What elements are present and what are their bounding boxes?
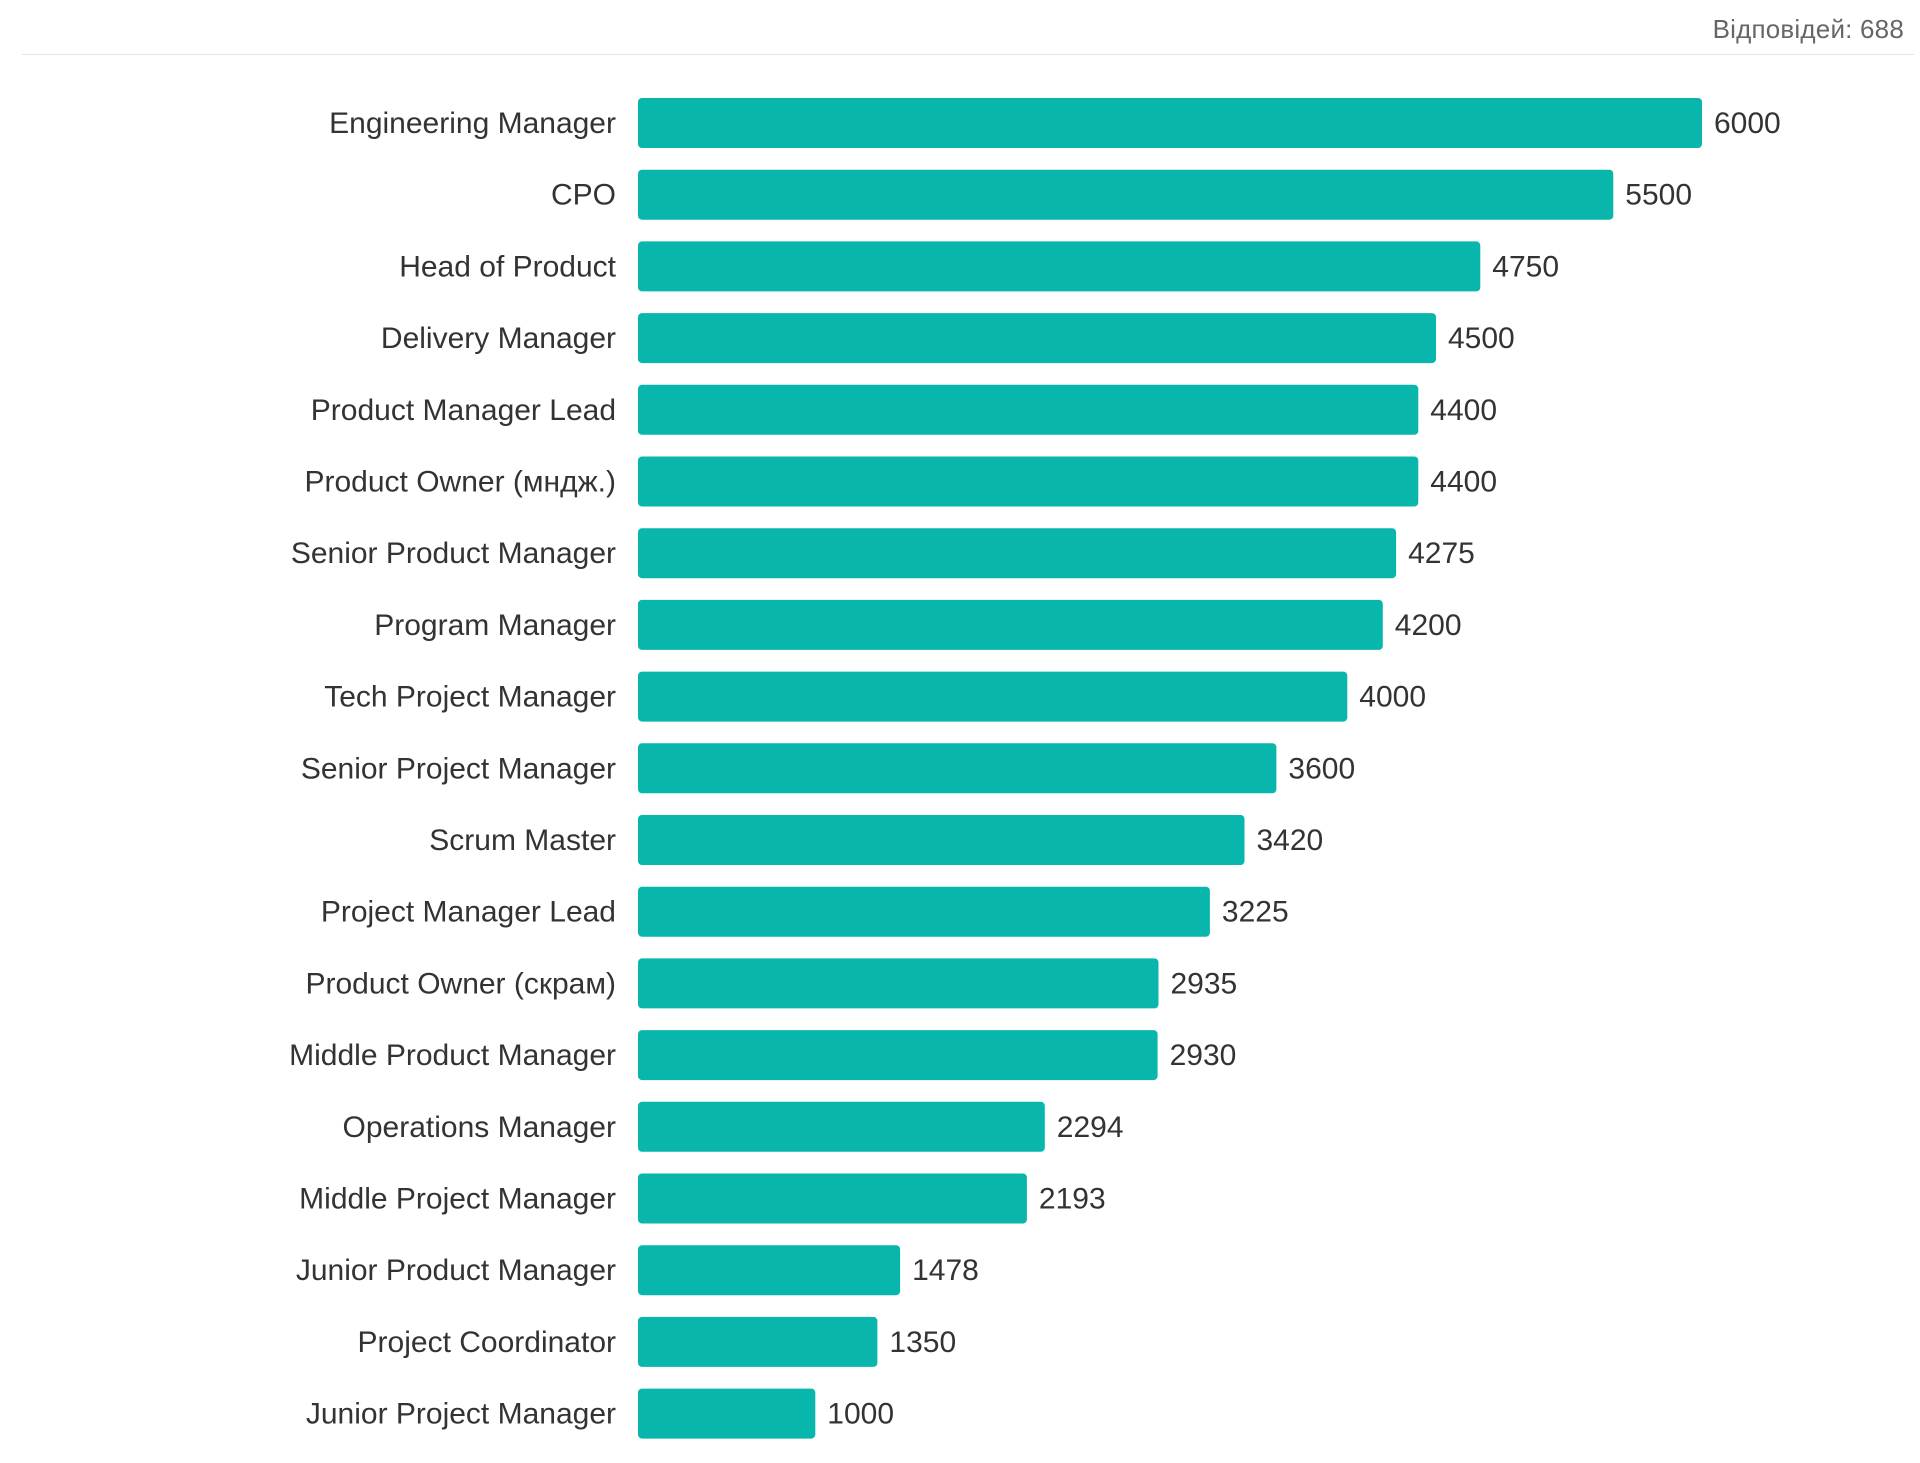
bar (638, 1388, 816, 1439)
value-label: 4400 (1430, 394, 1497, 427)
value-label: 4500 (1448, 322, 1515, 355)
value-label: 2294 (1057, 1111, 1124, 1144)
category-label: Project Coordinator (358, 1326, 616, 1359)
category-label: Middle Project Manager (299, 1183, 616, 1216)
responses-count: Відповідей: 688 (1712, 14, 1904, 44)
value-label: 4200 (1395, 609, 1462, 642)
category-label: Operations Manager (343, 1111, 617, 1144)
category-label: Junior Project Manager (306, 1398, 616, 1431)
bar (638, 886, 1210, 937)
bar (638, 1030, 1158, 1081)
bar (638, 671, 1348, 722)
bar (638, 815, 1245, 865)
value-label: 6000 (1714, 107, 1781, 140)
category-label: Head of Product (399, 250, 616, 283)
bar (638, 241, 1481, 292)
bar (638, 599, 1383, 650)
category-label: Product Owner (мндж.) (305, 466, 617, 499)
bar (638, 528, 1397, 579)
category-label: Delivery Manager (381, 322, 616, 355)
bar (638, 313, 1436, 364)
value-label: 4750 (1492, 250, 1559, 283)
bar (638, 384, 1419, 435)
bar (638, 1245, 901, 1296)
value-label: 2193 (1039, 1183, 1106, 1216)
bar (638, 1101, 1045, 1152)
category-label: Product Manager Lead (311, 394, 616, 427)
category-label: Senior Product Manager (291, 537, 616, 570)
category-label: Middle Product Manager (289, 1039, 616, 1072)
value-label: 5500 (1625, 179, 1692, 212)
value-label: 3225 (1222, 896, 1289, 929)
bar (638, 169, 1614, 220)
value-label: 4000 (1359, 681, 1426, 714)
category-label: Engineering Manager (329, 107, 616, 140)
value-label: 4400 (1430, 466, 1497, 499)
bar (638, 456, 1419, 507)
category-label: Scrum Master (429, 824, 616, 857)
category-label: Senior Project Manager (301, 752, 616, 785)
value-label: 1350 (889, 1326, 956, 1359)
category-label: CPO (551, 179, 616, 212)
value-label: 3420 (1257, 824, 1324, 857)
category-label: Program Manager (374, 609, 616, 642)
category-label: Tech Project Manager (324, 681, 616, 714)
value-label: 3600 (1288, 752, 1355, 785)
value-label: 1000 (827, 1398, 894, 1431)
header-divider (22, 54, 1914, 55)
category-label: Project Manager Lead (321, 896, 616, 929)
bar (638, 958, 1159, 1009)
bar (638, 743, 1277, 794)
bar (638, 1173, 1027, 1224)
bar (638, 98, 1702, 148)
value-label: 2935 (1171, 967, 1238, 1000)
category-label: Product Owner (скрам) (305, 967, 616, 1000)
value-label: 1478 (912, 1254, 979, 1287)
value-label: 2930 (1170, 1039, 1237, 1072)
category-label: Junior Product Manager (296, 1254, 616, 1287)
value-label: 4275 (1408, 537, 1475, 570)
bar (638, 1316, 878, 1367)
